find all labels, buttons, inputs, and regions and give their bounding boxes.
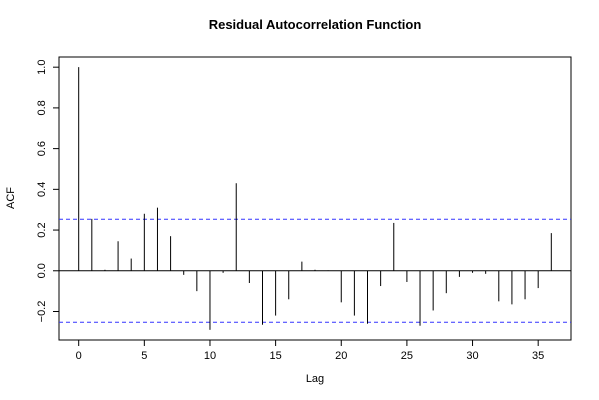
y-tick-label: 0.0 (36, 263, 48, 278)
y-tick-label: 0.2 (36, 222, 48, 237)
acf-bars (78, 67, 552, 330)
x-axis-label: Lag (306, 373, 324, 385)
chart-title: Residual Autocorrelation Function (209, 17, 422, 32)
y-tick-label: 0.8 (36, 100, 48, 115)
y-axis-label: ACF (5, 187, 17, 209)
x-axis: 0 5 10 15 20 25 30 35 (76, 340, 544, 362)
x-tick-label: 0 (76, 350, 82, 362)
y-tick-label: 0.6 (36, 141, 48, 156)
x-tick-label: 20 (335, 350, 347, 362)
y-tick-label: −0.2 (36, 301, 48, 323)
x-tick-label: 25 (401, 350, 413, 362)
x-tick-label: 30 (466, 350, 478, 362)
x-tick-label: 10 (204, 350, 216, 362)
plot-frame (58, 56, 572, 341)
y-tick-label: 0.4 (36, 182, 48, 197)
y-tick-label: 1.0 (36, 60, 48, 75)
x-tick-label: 5 (141, 350, 147, 362)
x-tick-label: 35 (532, 350, 544, 362)
x-tick-label: 15 (269, 350, 281, 362)
y-axis: −0.2 0.0 0.2 0.4 0.6 0.8 1.0 (36, 60, 59, 323)
